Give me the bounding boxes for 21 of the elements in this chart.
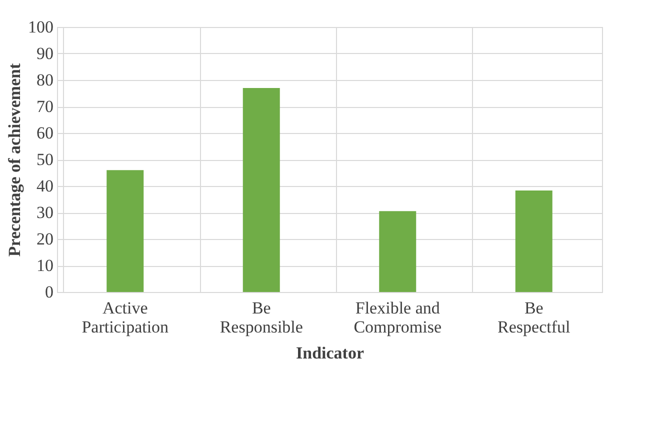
y-tick-label: 20 (36, 230, 54, 248)
y-tick-label: 80 (36, 70, 54, 90)
y-tick-label: 40 (36, 176, 54, 196)
y-tick-label: 0 (45, 282, 54, 302)
bar (515, 190, 552, 292)
y-tick-label: 100 (28, 18, 54, 36)
x-tick-label: Be Responsible (220, 298, 303, 336)
y-axis-title: Precentage of achievement (5, 63, 24, 257)
y-tick-label: 60 (36, 124, 54, 142)
y-tick-label: 10 (36, 256, 54, 275)
bar (242, 88, 280, 292)
x-tick-label: Active Participation (82, 298, 170, 336)
x-tick-label: Flexible and Compromise (354, 298, 442, 336)
y-tick-label: 90 (36, 44, 54, 63)
x-tick-label: Be Respectful (498, 298, 570, 336)
y-tick-label: 50 (36, 150, 54, 169)
bar (379, 211, 416, 292)
y-tick-label: 70 (36, 97, 54, 116)
bar (106, 170, 144, 292)
y-tick-label: 30 (36, 203, 54, 222)
x-axis-title: Indicator (296, 344, 364, 362)
